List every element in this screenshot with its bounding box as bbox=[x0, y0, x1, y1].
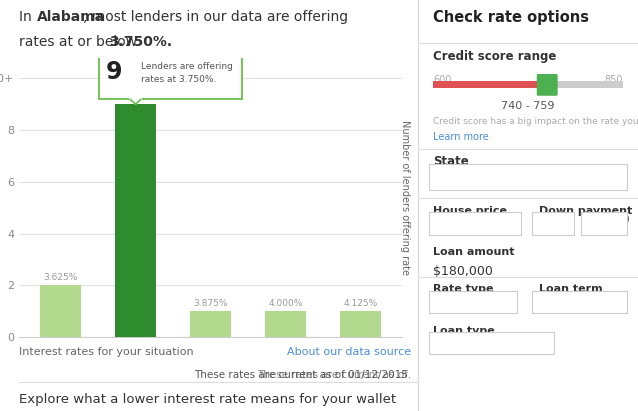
Text: About our data source: About our data source bbox=[287, 347, 412, 357]
Polygon shape bbox=[130, 99, 141, 104]
Text: 850: 850 bbox=[604, 75, 623, 85]
FancyBboxPatch shape bbox=[429, 291, 517, 313]
Text: State: State bbox=[433, 155, 469, 169]
Text: ▾: ▾ bbox=[612, 293, 620, 308]
Text: Rate type: Rate type bbox=[433, 284, 494, 294]
Text: Explore what a lower interest rate means for your wallet: Explore what a lower interest rate means… bbox=[19, 393, 396, 406]
Text: 740 - 759: 740 - 759 bbox=[501, 101, 554, 111]
Text: ▾: ▾ bbox=[503, 293, 510, 308]
Text: ▾: ▾ bbox=[540, 335, 548, 349]
Text: Alabama: Alabama bbox=[37, 10, 105, 24]
Text: ▾: ▾ bbox=[611, 167, 618, 182]
Text: rates at or below: rates at or below bbox=[19, 35, 142, 49]
Text: ↔: ↔ bbox=[544, 80, 551, 89]
Bar bbox=[265, 311, 306, 337]
Bar bbox=[340, 311, 382, 337]
Text: Fixed: Fixed bbox=[438, 293, 467, 303]
FancyBboxPatch shape bbox=[100, 57, 242, 99]
Text: Loan term: Loan term bbox=[539, 284, 602, 294]
Text: These rates are current as of: These rates are current as of bbox=[257, 370, 412, 380]
FancyBboxPatch shape bbox=[532, 291, 627, 313]
Text: Lenders are offering
rates at 3.750%.: Lenders are offering rates at 3.750%. bbox=[142, 62, 234, 84]
FancyBboxPatch shape bbox=[537, 74, 558, 96]
Text: , most lenders in our data are offering: , most lenders in our data are offering bbox=[83, 10, 348, 24]
Text: House price: House price bbox=[433, 206, 507, 215]
Text: 3.625%: 3.625% bbox=[43, 273, 78, 282]
Text: $20,000: $20,000 bbox=[588, 215, 630, 225]
Text: 3.750%: 3.750% bbox=[118, 92, 152, 101]
FancyBboxPatch shape bbox=[429, 332, 554, 354]
Bar bbox=[433, 81, 623, 88]
Y-axis label: Number of lenders offering rate: Number of lenders offering rate bbox=[400, 120, 410, 275]
FancyBboxPatch shape bbox=[429, 212, 521, 235]
Text: Down payment: Down payment bbox=[539, 206, 632, 215]
Bar bbox=[40, 285, 81, 337]
Text: Loan amount: Loan amount bbox=[433, 247, 515, 256]
Text: Check rate options: Check rate options bbox=[433, 10, 590, 25]
FancyBboxPatch shape bbox=[581, 212, 627, 235]
Text: Credit score range: Credit score range bbox=[433, 50, 557, 63]
Text: $180,000: $180,000 bbox=[433, 265, 493, 278]
Text: Alabama: Alabama bbox=[440, 167, 492, 180]
Text: 3.750%.: 3.750%. bbox=[109, 35, 172, 49]
Text: 30 Years: 30 Years bbox=[541, 293, 588, 303]
Text: Interest rates for your situation: Interest rates for your situation bbox=[19, 347, 194, 357]
Text: Conventional: Conventional bbox=[438, 335, 511, 344]
Text: 4.125%: 4.125% bbox=[343, 299, 378, 308]
Text: Loan type: Loan type bbox=[433, 326, 495, 335]
Text: 9: 9 bbox=[105, 60, 122, 84]
Text: 600: 600 bbox=[433, 75, 452, 85]
Bar bbox=[433, 81, 544, 88]
FancyBboxPatch shape bbox=[429, 164, 627, 190]
Bar bbox=[190, 311, 231, 337]
FancyBboxPatch shape bbox=[532, 212, 574, 235]
Text: Credit score has a big impact on the rate you'll receive.: Credit score has a big impact on the rat… bbox=[433, 117, 638, 126]
Text: Learn more: Learn more bbox=[433, 132, 489, 142]
Text: $200,000: $200,000 bbox=[438, 215, 491, 225]
Bar bbox=[115, 104, 156, 337]
Text: These rates are current as of 01/12/2015.: These rates are current as of 01/12/2015… bbox=[194, 370, 412, 380]
Text: 10 %: 10 % bbox=[539, 215, 567, 225]
Text: 3.875%: 3.875% bbox=[193, 299, 228, 308]
Text: 4.000%: 4.000% bbox=[269, 299, 303, 308]
Text: In: In bbox=[19, 10, 36, 24]
